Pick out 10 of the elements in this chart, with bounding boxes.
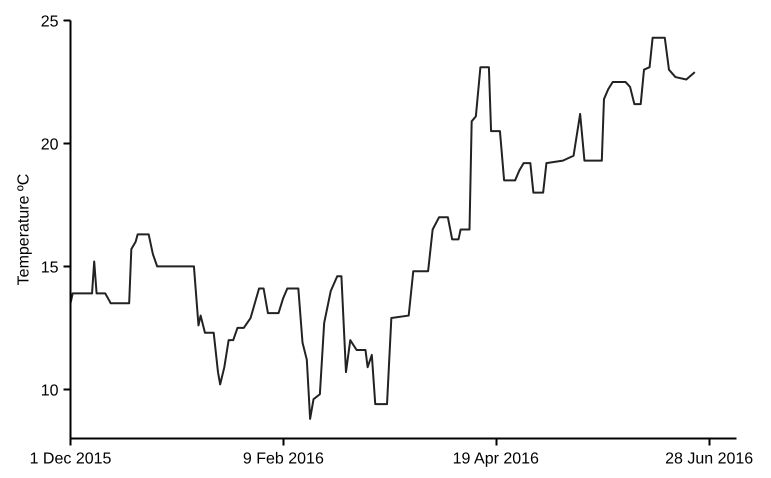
line-series (70, 36, 696, 420)
y-tick-label: 10 (40, 382, 59, 400)
x-tick-label: 9 Feb 2016 (242, 450, 324, 468)
y-tick-label: 25 (40, 14, 59, 30)
y-tick-label: 15 (40, 259, 59, 276)
y-axis-title: Temperature ºC (16, 174, 33, 286)
x-tick-label: 19 Apr 2016 (452, 450, 540, 468)
x-tick-label: 1 Dec 2015 (30, 450, 112, 468)
y-tick-label: 20 (40, 136, 59, 154)
x-tick-label: 28 Jun 2016 (665, 450, 754, 468)
